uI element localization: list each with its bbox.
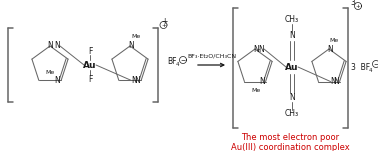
Text: F: F <box>88 47 92 56</box>
Text: N: N <box>128 42 134 50</box>
Text: Me: Me <box>329 37 339 42</box>
Text: Au(III) coordination complex: Au(III) coordination complex <box>231 143 350 151</box>
Text: CH₃: CH₃ <box>285 16 299 24</box>
Text: N: N <box>48 42 53 50</box>
Text: N: N <box>54 76 60 85</box>
Text: BF₃·Et₂O/CH₃CN: BF₃·Et₂O/CH₃CN <box>187 53 236 58</box>
Text: N: N <box>135 76 140 85</box>
Text: N: N <box>54 42 60 50</box>
Text: 3: 3 <box>350 0 355 7</box>
Text: Au: Au <box>83 61 97 69</box>
Text: −: − <box>180 58 186 63</box>
Text: +: + <box>356 4 360 9</box>
Text: CH₃: CH₃ <box>285 109 299 119</box>
Text: F: F <box>88 74 92 84</box>
Text: Me: Me <box>45 70 54 75</box>
Text: Au: Au <box>285 63 299 72</box>
Text: N: N <box>333 77 339 86</box>
Text: +: + <box>161 17 167 26</box>
Text: N: N <box>253 45 259 53</box>
Text: N: N <box>331 77 336 86</box>
Text: N: N <box>259 77 265 86</box>
Text: N: N <box>289 93 295 103</box>
Text: 4: 4 <box>176 63 180 67</box>
Text: The most electron poor: The most electron poor <box>242 133 339 143</box>
Text: Me: Me <box>251 88 260 93</box>
Text: +: + <box>161 23 166 28</box>
Text: N: N <box>289 32 295 40</box>
Text: Me: Me <box>132 34 141 40</box>
Text: N: N <box>258 45 264 53</box>
Text: 3  BF: 3 BF <box>351 63 370 72</box>
Text: −: − <box>373 62 378 67</box>
Text: BF: BF <box>167 58 177 66</box>
Text: N: N <box>327 45 333 53</box>
Text: N: N <box>131 76 137 85</box>
Text: 4: 4 <box>369 69 372 74</box>
